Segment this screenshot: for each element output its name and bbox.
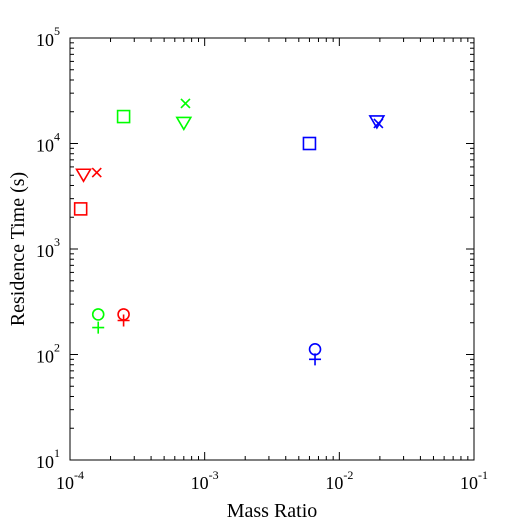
x-axis-label: Mass Ratio [227,500,318,522]
y-tick-exponent: 3 [54,235,60,249]
x-marker [373,118,384,129]
plus-marker [92,321,105,334]
axes-frame [69,37,475,461]
square-marker [116,109,131,124]
plus-marker [309,353,322,366]
triangle-down-marker [175,116,193,132]
y-tick-label: 10 [36,30,54,50]
y-tick-label: 10 [36,241,54,261]
square-marker [73,202,88,216]
x-tick-exponent: -1 [478,468,488,482]
x-tick-label: 10 [191,473,209,493]
y-tick-exponent: 5 [54,24,60,38]
x-marker [91,167,102,178]
y-tick-exponent: 2 [54,341,60,355]
triangle-down-marker [75,168,92,183]
x-marker [180,98,191,109]
x-tick-label: 10 [460,473,478,493]
square-marker [302,136,317,151]
plus-marker [117,314,130,327]
circle-marker [91,308,105,321]
y-tick-exponent: 4 [54,130,60,144]
x-tick-exponent: -3 [209,468,219,482]
y-tick-label: 10 [36,136,54,156]
y-axis-label: Residence Time (s) [7,172,29,326]
x-tick-label: 10 [325,473,343,493]
x-tick-label: 10 [56,473,74,493]
y-tick-exponent: 1 [54,446,60,460]
x-tick-exponent: -2 [343,468,353,482]
data-points [73,98,386,366]
x-tick-exponent: -4 [74,468,84,482]
y-tick-label: 10 [36,452,54,472]
y-tick-label: 10 [36,347,54,367]
axis-ticks: 10 -4 10 -3 10 -2 10 -110 110 210 310 410 5 [36,24,488,493]
